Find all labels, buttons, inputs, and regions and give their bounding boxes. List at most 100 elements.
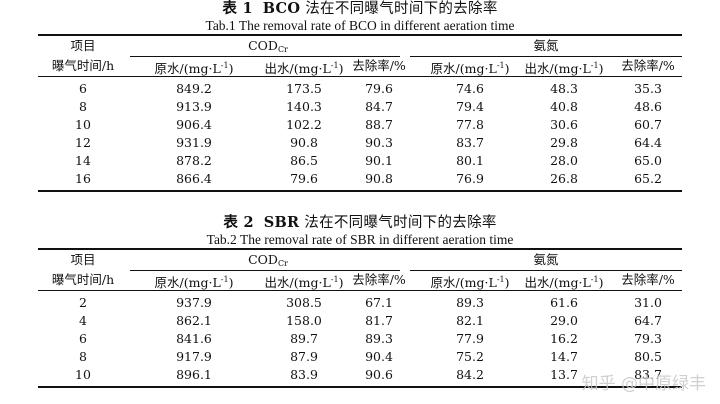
table-1-group-header: 项目 CODCr 氨氮 [38,36,682,56]
table-2-bottom-rule [38,386,682,388]
table-row: 16 866.4 79.6 90.8 76.9 26.8 65.2 [38,170,682,188]
nh-group-header: 氨氮 [533,252,559,267]
nh-raw-cell: 84.2 [456,367,484,382]
cod-removal-cell: 88.7 [365,117,393,132]
aeration-time-cell: 6 [79,331,87,346]
cod-effluent-cell: 90.8 [290,135,318,150]
cod-group-rule [130,270,400,271]
cod-raw-cell: 931.9 [176,135,212,150]
cod-removal-cell: 79.6 [365,81,393,96]
table-1-header-rule [38,76,682,77]
nh-removal-cell: 83.7 [634,367,662,382]
nh-removal-cell: 35.3 [634,81,662,96]
cod-group-header: CODCr [248,38,288,54]
nh-effluent-header: 出水/(mg·L-1) [524,61,604,76]
item-header: 项目 [70,38,96,53]
cod-raw-cell: 862.1 [176,313,212,328]
cod-removal-cell: 90.6 [365,367,393,382]
cod-effluent-cell: 89.7 [290,331,318,346]
cod-effluent-cell: 86.5 [290,153,318,168]
nh-raw-cell: 79.4 [456,99,484,114]
aeration-time-cell: 12 [75,135,91,150]
aeration-time-cell: 2 [79,295,87,310]
cod-raw-header: 原水/(mg·L-1) [154,61,234,76]
table-2-body: 2 937.9 308.5 67.1 89.3 61.6 31.0 4 862.1 158.0 81… [38,291,682,386]
nh-effluent-cell: 48.3 [550,81,578,96]
cod-removal-cell: 90.1 [365,153,393,168]
table-1: 表 1 BCO 法在不同曝气时间下的去除率 Tab.1 The removal … [38,0,682,192]
cod-raw-cell: 866.4 [176,171,212,186]
nh-raw-cell: 80.1 [456,153,484,168]
nh-effluent-cell: 16.2 [550,331,578,346]
cod-raw-cell: 841.6 [176,331,212,346]
table-2-top-rule [38,248,682,250]
cod-removal-cell: 90.8 [365,171,393,186]
aeration-time-cell: 8 [79,349,87,364]
cod-removal-cell: 89.3 [365,331,393,346]
table-row: 6 841.6 89.7 89.3 77.9 16.2 79.3 [38,330,682,348]
nh-effluent-cell: 40.8 [550,99,578,114]
nh-raw-cell: 74.6 [456,81,484,96]
cod-effluent-cell: 87.9 [290,349,318,364]
cod-removal-cell: 90.3 [365,135,393,150]
cod-raw-cell: 917.9 [176,349,212,364]
nh-removal-cell: 64.7 [634,313,662,328]
nh-raw-header: 原水/(mg·L-1) [430,61,510,76]
cod-removal-header: 去除率/% [352,272,406,287]
cod-effluent-cell: 140.3 [286,99,322,114]
nh-raw-cell: 76.9 [456,171,484,186]
nh-raw-cell: 82.1 [456,313,484,328]
nh-group-rule [410,270,682,271]
nh-removal-header: 去除率/% [621,58,675,73]
nh-effluent-cell: 29.8 [550,135,578,150]
aeration-time-header: 曝气时间/h [51,58,115,73]
table-row: 4 862.1 158.0 81.7 82.1 29.0 64.7 [38,312,682,330]
cod-effluent-cell: 308.5 [286,295,322,310]
nh-removal-cell: 65.0 [634,153,662,168]
table-row: 8 917.9 87.9 90.4 75.2 14.7 80.5 [38,348,682,366]
cod-effluent-cell: 158.0 [286,313,322,328]
cod-raw-header: 原水/(mg·L-1) [154,275,234,290]
nh-effluent-cell: 28.0 [550,153,578,168]
cod-effluent-cell: 79.6 [290,171,318,186]
nh-raw-cell: 77.8 [456,117,484,132]
cod-removal-cell: 67.1 [365,295,393,310]
table-2: 表 2 SBR 法在不同曝气时间下的去除率 Tab.2 The removal … [38,214,682,388]
cod-effluent-cell: 83.9 [290,367,318,382]
aeration-time-header: 曝气时间/h [51,272,115,287]
aeration-time-cell: 6 [79,81,87,96]
cod-removal-cell: 81.7 [365,313,393,328]
cod-removal-cell: 84.7 [365,99,393,114]
table-1-top-rule [38,34,682,36]
nh-raw-cell: 77.9 [456,331,484,346]
nh-effluent-cell: 30.6 [550,117,578,132]
table-2-header-rule [38,290,682,291]
cod-raw-cell: 913.9 [176,99,212,114]
nh-effluent-cell: 29.0 [550,313,578,328]
nh-effluent-cell: 26.8 [550,171,578,186]
cod-effluent-header: 出水/(mg·L-1) [264,61,344,76]
cod-effluent-cell: 102.2 [286,117,322,132]
nh-removal-cell: 31.0 [634,295,662,310]
nh-group-rule [410,56,682,57]
table-2-group-header: 项目 CODCr 氨氮 [38,250,682,270]
aeration-time-cell: 10 [75,367,91,382]
table-row: 2 937.9 308.5 67.1 89.3 61.6 31.0 [38,294,682,312]
cod-raw-cell: 896.1 [176,367,212,382]
item-header: 项目 [70,252,96,267]
table-1-caption-cn: 表 1 BCO 法在不同曝气时间下的去除率 [222,0,498,17]
nh-group-header: 氨氮 [533,38,559,53]
cod-effluent-cell: 173.5 [286,81,322,96]
nh-removal-cell: 60.7 [634,117,662,132]
aeration-time-cell: 8 [79,99,87,114]
table-row: 6 849.2 173.5 79.6 74.6 48.3 35.3 [38,80,682,98]
cod-removal-header: 去除率/% [352,58,406,73]
table-row: 10 906.4 102.2 88.7 77.8 30.6 60.7 [38,116,682,134]
cod-effluent-header: 出水/(mg·L-1) [264,275,344,290]
nh-removal-cell: 65.2 [634,171,662,186]
table-2-caption-en: Tab.2 The removal rate of SBR in differe… [206,232,514,247]
nh-removal-cell: 64.4 [634,135,662,150]
aeration-time-cell: 10 [75,117,91,132]
nh-effluent-cell: 61.6 [550,295,578,310]
table-2-caption-cn: 表 2 SBR 法在不同曝气时间下的去除率 [223,214,497,231]
